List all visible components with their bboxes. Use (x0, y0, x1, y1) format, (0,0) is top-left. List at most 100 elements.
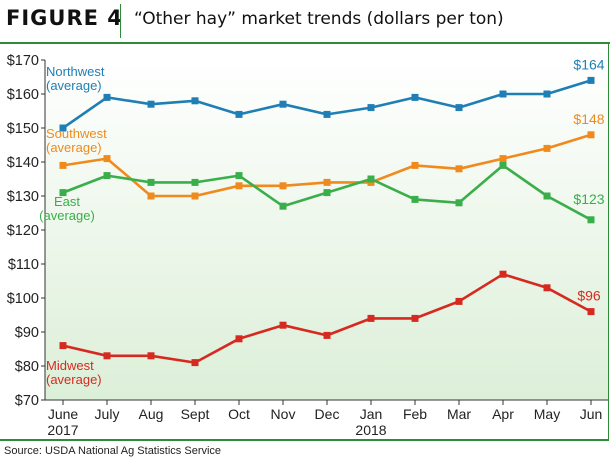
northwest-label: Northwest (46, 64, 105, 79)
line-chart: $70 $80 $90 $100 $110 $120 $130 $140 $150 $160 $17… (7, 53, 608, 438)
midwest-end-value-label: $96 (577, 288, 601, 304)
northwest-point (191, 97, 199, 105)
northwest-point (279, 100, 287, 108)
southwest-point (147, 192, 155, 200)
midwest-point (455, 297, 463, 305)
midwest-point (367, 314, 375, 322)
east-point (147, 178, 155, 186)
x-year-label: 2018 (355, 422, 386, 438)
east-point (499, 161, 507, 169)
east-point (279, 202, 287, 210)
series-northwest: Northwest(average) $164 (46, 56, 605, 132)
y-tick-label: $110 (8, 257, 39, 273)
east-point (411, 195, 419, 203)
northwest-point (411, 93, 419, 101)
y-tick-label: $130 (7, 189, 39, 205)
x-tick-label: Oct (228, 406, 250, 422)
figure-header: FIGURE 4 “Other hay” market trends (doll… (0, 0, 610, 42)
chart-title: “Other hay” market trends (dollars per t… (134, 9, 504, 29)
series-midwest: Midwest(average) $96 (46, 270, 601, 387)
east-point (455, 199, 463, 207)
midwest-point (323, 331, 331, 339)
northwest-point (367, 104, 375, 112)
northwest-point (103, 93, 111, 101)
midwest-point (147, 352, 155, 360)
x-tick-label: Nov (271, 406, 296, 422)
midwest-label: Midwest (46, 358, 94, 373)
x-tick-label: July (95, 406, 120, 422)
midwest-point (411, 314, 419, 322)
east-label: (average) (39, 208, 95, 223)
east-point (543, 192, 551, 200)
east-point (323, 189, 331, 197)
midwest-point (543, 284, 551, 292)
y-tick-label: $150 (7, 121, 39, 137)
x-tick-label: Dec (315, 406, 340, 422)
southwest-point (455, 165, 463, 173)
southwest-point (191, 192, 199, 200)
southwest-point (411, 161, 419, 169)
east-end-value-label: $123 (573, 191, 604, 207)
northwest-point (499, 90, 507, 98)
midwest-label: (average) (46, 372, 102, 387)
y-tick-label: $160 (7, 87, 39, 103)
series-east: East(average) $123 (39, 161, 605, 224)
midwest-point (191, 359, 199, 367)
northwest-point (587, 76, 595, 84)
midwest-point (279, 321, 287, 329)
northwest-point (59, 124, 67, 132)
y-tick-label: $120 (7, 223, 39, 239)
southwest-point (103, 155, 111, 163)
x-tick-label: Jun (580, 406, 603, 422)
midwest-point (59, 342, 67, 350)
midwest-point (499, 270, 507, 278)
east-point (191, 178, 199, 186)
x-tick-label: Sept (181, 406, 210, 422)
source-note: Source: USDA National Ag Statistics Serv… (4, 445, 222, 457)
x-tick-label: Jan (360, 406, 383, 422)
northwest-end-value-label: $164 (573, 56, 604, 72)
header-rule (0, 42, 610, 44)
x-tick-label: June (48, 406, 79, 422)
y-tick-label: $100 (7, 291, 39, 307)
y-tick-label: $140 (7, 155, 39, 171)
x-tick-label: Mar (447, 406, 471, 422)
northwest-point (235, 110, 243, 118)
east-point (103, 172, 111, 180)
y-tick-label: $80 (15, 359, 39, 375)
southwest-point (279, 182, 287, 190)
figure-label: FIGURE 4 (6, 6, 123, 30)
southwest-point (235, 182, 243, 190)
chart-frame (0, 44, 609, 441)
southwest-point (587, 131, 595, 139)
northwest-label: (average) (46, 78, 102, 93)
east-point (367, 175, 375, 183)
x-tick-label: Aug (139, 406, 164, 422)
east-point (587, 216, 595, 224)
southwest-point (543, 144, 551, 152)
header-divider (120, 4, 121, 38)
southwest-point (59, 161, 67, 169)
midwest-point (103, 352, 111, 360)
northwest-point (323, 110, 331, 118)
east-point (235, 172, 243, 180)
midwest-point (587, 308, 595, 316)
northwest-point (455, 104, 463, 112)
southwest-point (499, 155, 507, 163)
southwest-end-value-label: $148 (573, 111, 604, 127)
x-tick-label: May (534, 406, 560, 422)
southwest-label: Southwest (46, 126, 107, 141)
east-label: East (54, 194, 80, 209)
x-tick-label: Feb (403, 406, 427, 422)
midwest-point (235, 335, 243, 343)
southwest-point (323, 178, 331, 186)
east-point (59, 189, 67, 197)
northwest-point (147, 100, 155, 108)
y-tick-label: $70 (15, 393, 39, 409)
y-tick-label: $90 (15, 325, 39, 341)
series-southwest: Southwest(average) $148 (46, 111, 605, 200)
x-year-label: 2017 (47, 422, 78, 438)
northwest-point (543, 90, 551, 98)
x-tick-label: Apr (492, 406, 514, 422)
y-tick-label: $170 (7, 53, 39, 69)
